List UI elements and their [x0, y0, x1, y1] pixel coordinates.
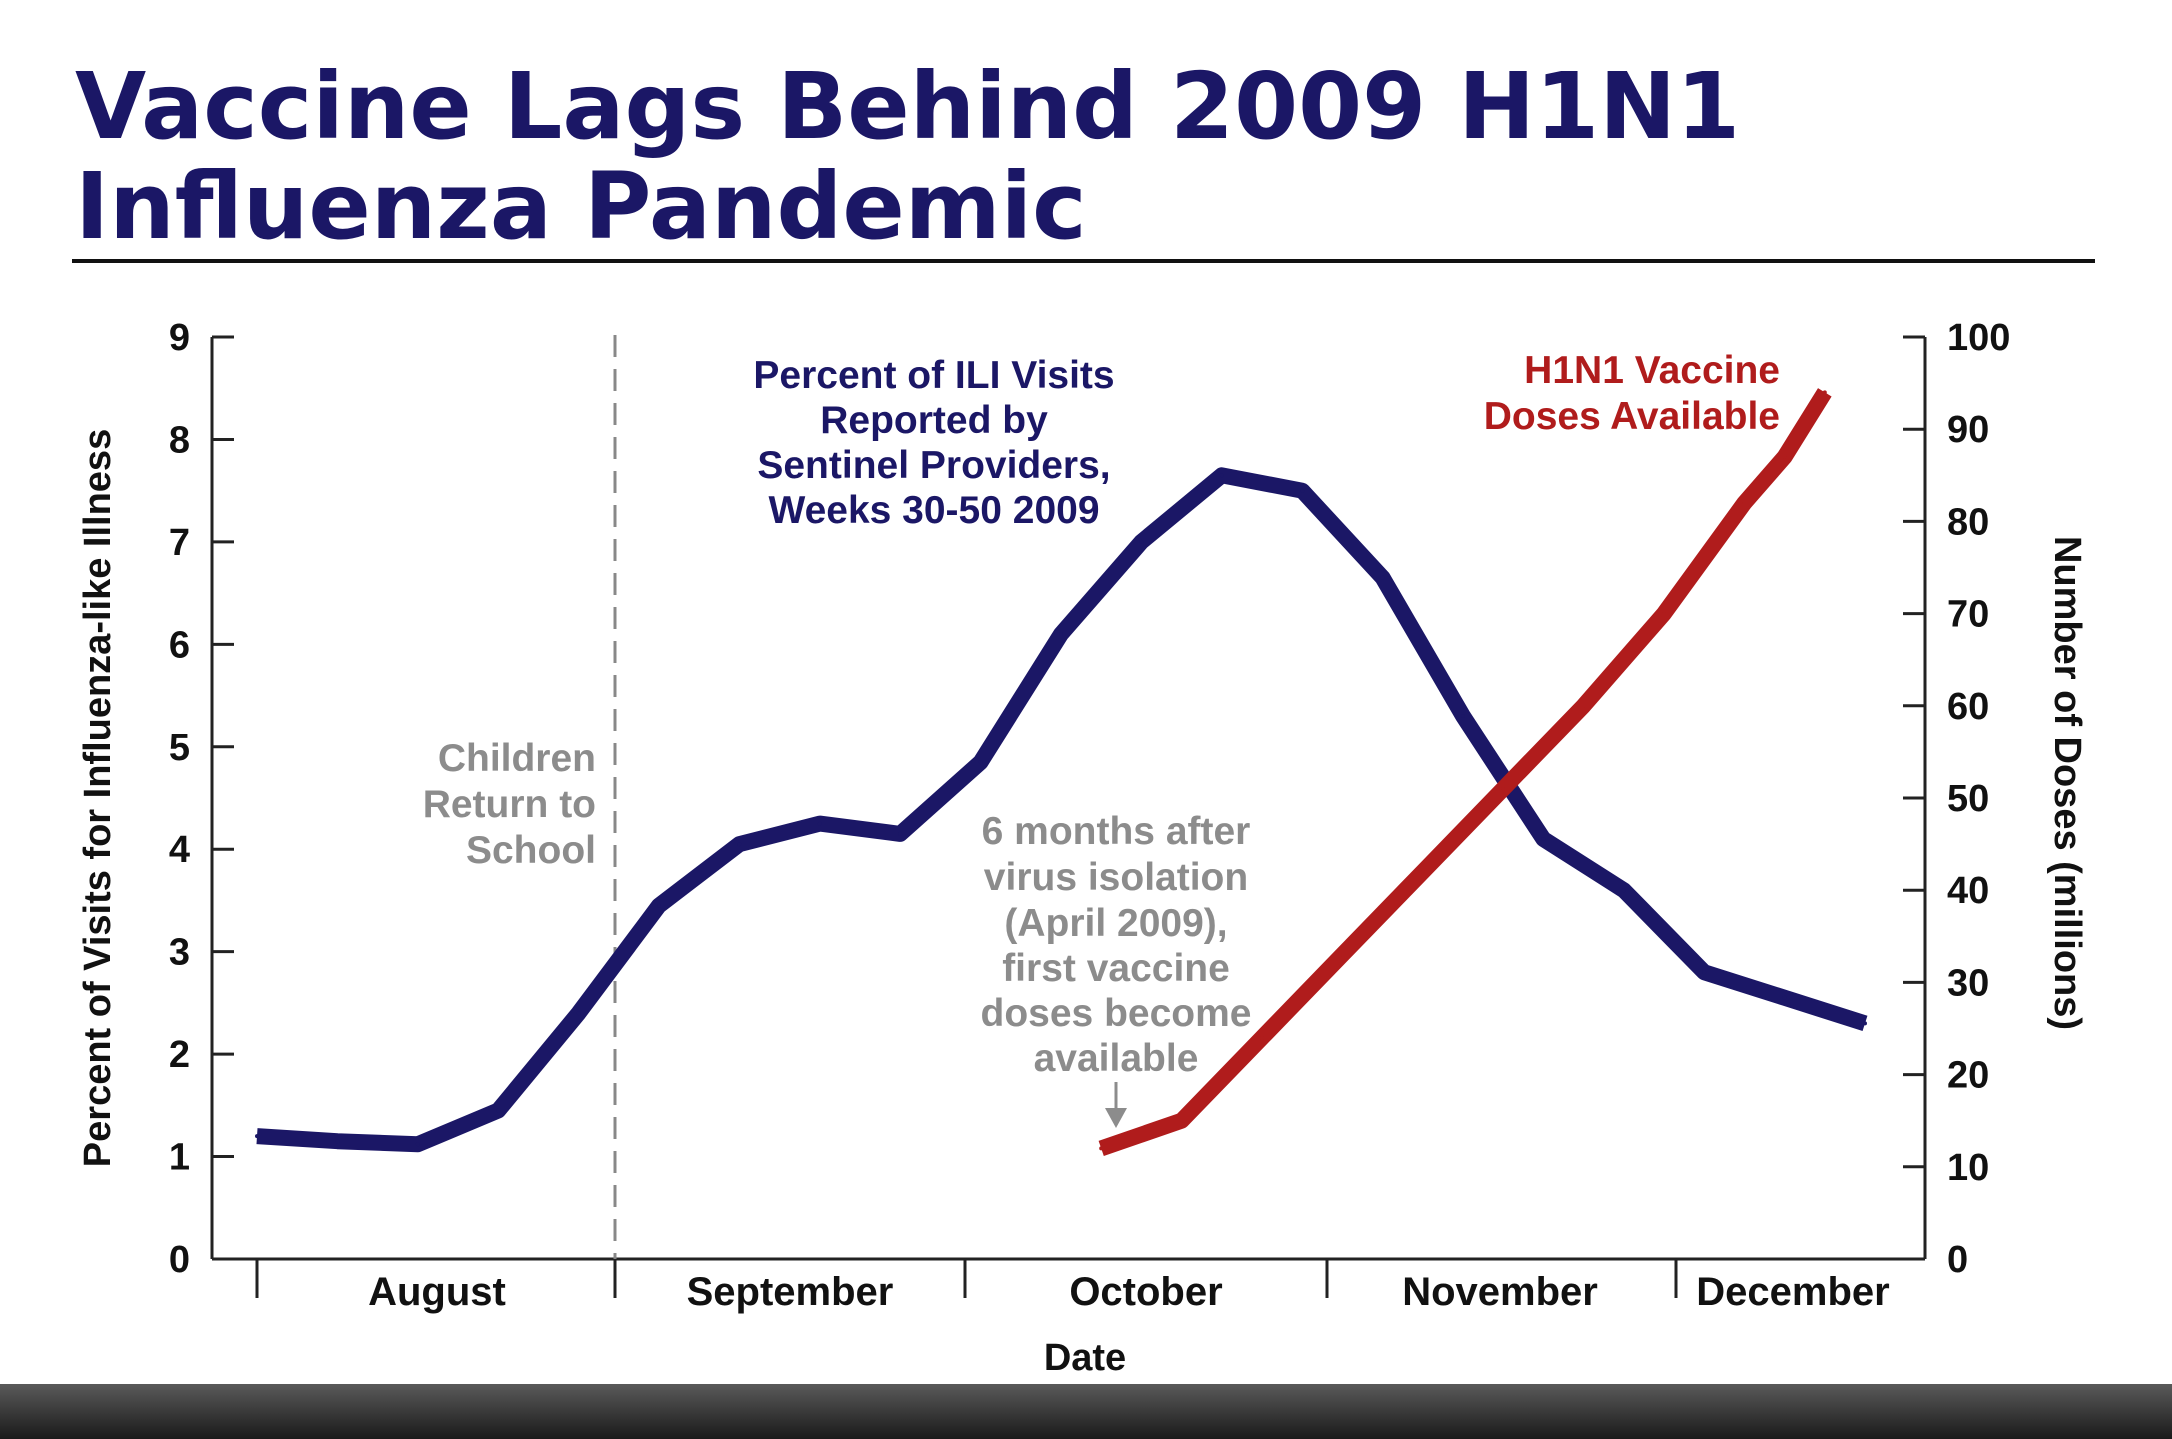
vaccine-data-point [1340, 952, 1345, 957]
vaccine-label-line: Doses Available [1484, 395, 1780, 438]
vaccine-data-point [1662, 611, 1666, 616]
vaccine-start-arrow [1105, 1082, 1127, 1128]
left-tick-label: 4 [169, 829, 190, 871]
vaccine-data-point [1501, 786, 1506, 791]
ili-data-point [978, 760, 983, 765]
school-label-line: Children [438, 737, 596, 780]
vaccine-note-line: first vaccine [1002, 947, 1230, 990]
ili-label-line: Percent of ILI Visits [753, 354, 1114, 397]
vaccine-data-point [1179, 1118, 1184, 1123]
vaccine-doses-points [1099, 390, 1827, 1151]
right-axis-ticks: 0 10 20 30 40 50 60 70 80 90 100 [1903, 317, 2010, 1281]
right-tick-label: 40 [1947, 870, 1989, 912]
left-tick-label: 5 [169, 727, 190, 769]
left-tick-label: 8 [169, 419, 190, 461]
x-axis-month-ticks: August September October November December [255, 1259, 1890, 1314]
vaccine-data-point [1742, 500, 1747, 505]
ili-data-point [1300, 488, 1305, 493]
month-label: December [1696, 1270, 1889, 1314]
ili-data-point [1059, 632, 1063, 637]
right-axis-title: Number of Doses (millions) [2046, 536, 2088, 1030]
left-tick-label: 3 [169, 932, 190, 974]
left-tick-label: 6 [169, 624, 190, 666]
ili-data-point [335, 1139, 340, 1144]
month-label: October [1069, 1270, 1222, 1314]
ili-series-label: Percent of ILI Visits Reported by Sentin… [753, 354, 1114, 532]
left-tick-label: 2 [169, 1034, 190, 1076]
ili-data-point [576, 1011, 581, 1016]
right-tick-label: 100 [1947, 317, 2010, 359]
ili-data-point [1541, 836, 1546, 841]
ili-data-point [1863, 1021, 1867, 1026]
right-tick-label: 0 [1947, 1239, 1968, 1281]
ili-data-point [1461, 714, 1465, 719]
vaccine-note-line: virus isolation [984, 856, 1248, 899]
month-label: August [368, 1270, 506, 1314]
left-tick-label: 1 [169, 1137, 190, 1179]
ili-label-line: Sentinel Providers, [757, 444, 1110, 487]
right-tick-label: 90 [1947, 409, 1989, 451]
vaccine-note-annotation: 6 months after virus isolation (April 20… [981, 810, 1252, 1080]
left-tick-label: 7 [169, 522, 190, 564]
school-label-line: School [466, 829, 596, 872]
ili-data-point [657, 903, 661, 908]
right-tick-label: 10 [1947, 1147, 1989, 1189]
ili-data-point [1702, 970, 1707, 975]
vaccine-data-point [1822, 390, 1827, 395]
vaccine-data-point [1260, 1035, 1264, 1040]
ili-data-point [737, 842, 742, 847]
month-label: September [687, 1270, 894, 1314]
month-label: November [1402, 1270, 1598, 1314]
vaccine-data-point [1420, 869, 1425, 874]
left-axis-title: Percent of Visits for Influenza-like Ill… [77, 429, 119, 1167]
chart-title-line-1: Vaccine Lags Behind 2009 H1N1 [75, 53, 1740, 160]
left-tick-label: 0 [169, 1239, 190, 1281]
vaccine-note-line: available [1034, 1037, 1199, 1080]
ili-label-line: Reported by [820, 399, 1048, 442]
vaccine-note-line: (April 2009), [1004, 902, 1227, 945]
ili-data-point [1782, 995, 1787, 1000]
ili-visits-points [255, 473, 1867, 1147]
school-annotation: Children Return to School [423, 737, 596, 872]
left-axis-ticks: 0 1 2 3 4 5 6 7 8 9 [169, 317, 234, 1281]
vaccine-series-label: H1N1 Vaccine Doses Available [1484, 349, 1780, 438]
left-tick-label: 9 [169, 317, 190, 359]
ili-data-point [1139, 539, 1144, 544]
right-tick-label: 20 [1947, 1055, 1989, 1097]
vaccine-note-line: doses become [981, 992, 1252, 1035]
ili-label-line: Weeks 30-50 2009 [768, 489, 1099, 532]
vaccine-label-line: H1N1 Vaccine [1524, 349, 1780, 392]
right-tick-label: 30 [1947, 962, 1989, 1004]
ili-data-point [1380, 575, 1385, 580]
right-tick-label: 80 [1947, 501, 1989, 543]
x-axis-title: Date [1044, 1337, 1126, 1379]
ili-data-point [415, 1142, 420, 1147]
right-tick-label: 60 [1947, 686, 1989, 728]
screen-bottom-bar [0, 1384, 2172, 1439]
ili-data-point [496, 1108, 501, 1113]
vaccine-data-point [1581, 703, 1586, 708]
ili-data-point [1219, 473, 1224, 478]
vaccine-data-point [1099, 1146, 1104, 1151]
ili-data-point [255, 1134, 259, 1139]
vaccine-note-line: 6 months after [982, 810, 1251, 853]
ili-data-point [898, 831, 903, 836]
ili-data-point [1621, 888, 1626, 893]
right-tick-label: 50 [1947, 778, 1989, 820]
vaccine-data-point [1782, 454, 1787, 459]
school-label-line: Return to [423, 783, 596, 826]
ili-data-point [817, 821, 822, 826]
right-tick-label: 70 [1947, 594, 1989, 636]
chart-title-line-2: Influenza Pandemic [75, 153, 1087, 260]
